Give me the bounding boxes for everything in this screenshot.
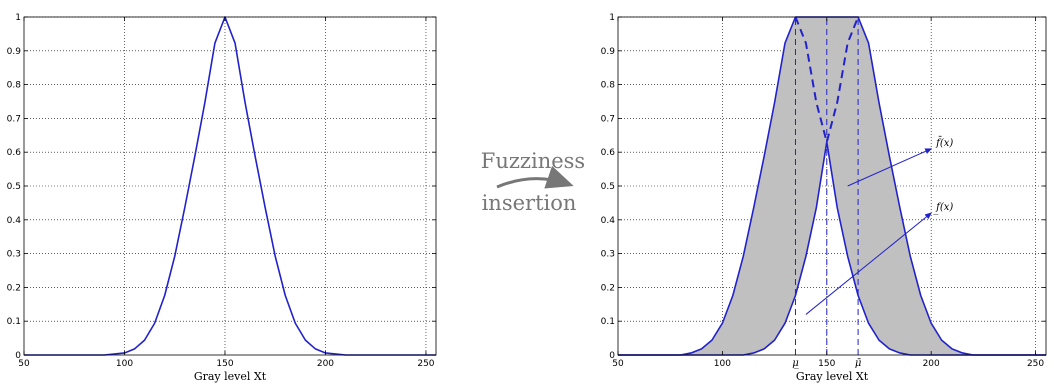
c2-xtick-label-150: 150 [818,359,835,369]
c2-series-lower [618,141,1046,356]
c2-ytick-label-0: 0 [609,351,615,361]
c1-x-axis-label: Gray level Xt [194,370,267,383]
center-text-line1: Fuzziness [481,149,585,173]
c2-ytick-label-0.3: 0.3 [601,250,615,260]
c1-plot-area [24,17,436,355]
c1-ytick-label-0.7: 0.7 [7,114,21,124]
c2-ytick-label-0.8: 0.8 [601,81,616,91]
c2-annotation-label-1: f̲(x) [933,202,953,215]
c2-annotation-label-0: f̄(x) [935,137,953,149]
c1-ytick-label-0.5: 0.5 [7,182,21,192]
c1-ytick-label-1: 1 [15,13,21,23]
chart-left: 50 100 150 200 250 0 0.1 0.2 0.3 0.4 0.5 0.6 0.7 0.8 0… [7,13,437,383]
c2-xtick-label-100: 100 [714,359,731,369]
c1-ytick-label-0.9: 0.9 [7,47,22,57]
center-annotation: Fuzziness insertion [481,149,585,215]
c1-xtick-label-200: 200 [317,359,334,369]
c1-xtick-label-100: 100 [116,359,133,369]
c1-xtick-label-250: 250 [417,359,434,369]
c2-ytick-label-0.9: 0.9 [601,47,616,57]
c2-x-axis-label: Gray level Xt [796,370,869,383]
c1-ytick-label-0.3: 0.3 [7,250,21,260]
c1-ytick-label-0.2: 0.2 [7,283,21,293]
c2-xtick-extra-135: μ̲ [792,358,799,369]
c2-ytick-label-0.7: 0.7 [601,114,615,124]
c2-ytick-label-0.5: 0.5 [601,182,615,192]
c2-xtick-label-250: 250 [1027,359,1044,369]
c1-ytick-label-0.6: 0.6 [7,148,22,158]
center-text-line2: insertion [482,191,577,215]
c2-annotation-arrow-0 [847,148,933,187]
c2-ytick-label-0.4: 0.4 [601,216,616,226]
c2-xtick-extra-165: μ̄ [855,358,862,369]
c1-ytick-label-0.8: 0.8 [7,81,22,91]
c2-xtick-label-200: 200 [923,359,940,369]
c2-ytick-label-1: 1 [609,13,615,23]
c2-ytick-label-0.6: 0.6 [601,148,616,158]
c2-uncertainty-band [618,17,1046,355]
c1-ytick-label-0.1: 0.1 [7,317,21,327]
c2-annotation-arrow-1 [805,212,932,315]
c1-xtick-label-150: 150 [216,359,233,369]
chart-right: 50 100 150 200 250 μ̲ μ̄ 0 0.1 0.2 0.3 0.4 0.5 0.6 0.7… [601,13,1047,383]
c2-ytick-label-0.2: 0.2 [601,283,615,293]
c2-xtick-label-50: 50 [612,359,624,369]
c1-ytick-label-0: 0 [15,351,21,361]
c2-ytick-label-0.1: 0.1 [601,317,615,327]
c2-series-dashed-peaks [794,16,860,144]
c1-xtick-label-50: 50 [18,359,30,369]
curved-arrow-icon [496,165,574,189]
c1-ytick-label-0.4: 0.4 [7,216,22,226]
